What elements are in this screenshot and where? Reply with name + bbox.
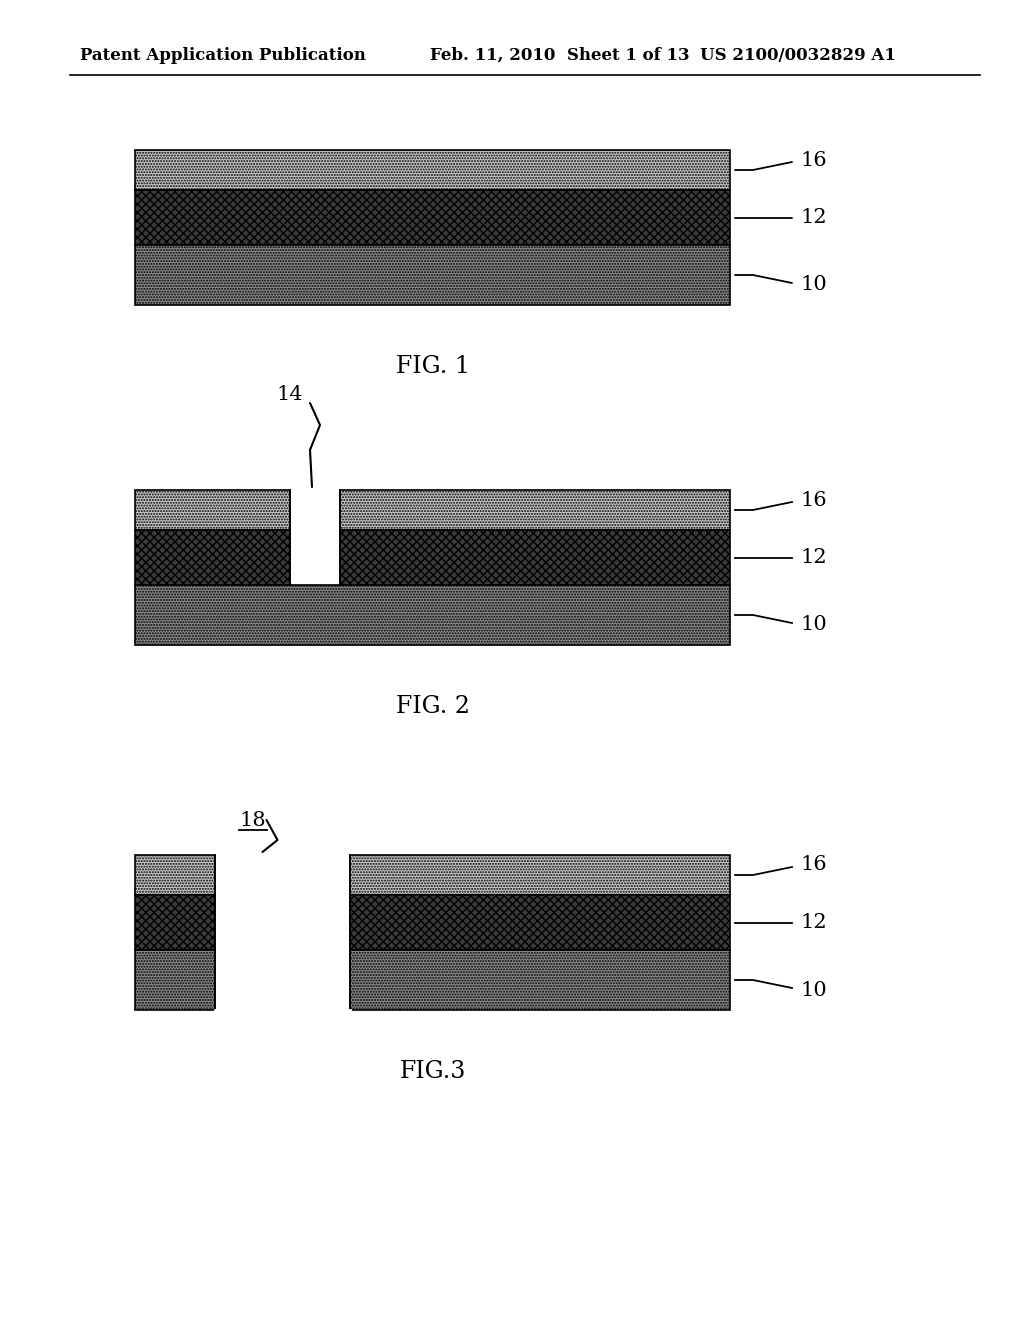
Bar	[340, 531, 730, 585]
Bar	[350, 895, 730, 950]
Bar	[135, 855, 215, 895]
Bar	[135, 895, 215, 950]
Text: FIG. 1: FIG. 1	[395, 355, 469, 378]
Bar	[340, 490, 730, 531]
Text: 12: 12	[800, 913, 826, 932]
Text: 14: 14	[276, 385, 303, 404]
Text: Patent Application Publication: Patent Application Publication	[80, 46, 366, 63]
Bar	[350, 855, 730, 895]
Bar	[135, 950, 215, 1010]
Text: 16: 16	[800, 150, 826, 169]
Text: 10: 10	[800, 615, 826, 635]
Text: 18: 18	[240, 810, 266, 829]
Text: 12: 12	[800, 209, 826, 227]
Text: 10: 10	[800, 276, 826, 294]
Bar	[350, 950, 730, 1010]
Bar	[135, 585, 730, 645]
Bar	[135, 490, 290, 531]
Text: 10: 10	[800, 981, 826, 999]
Bar	[135, 150, 730, 190]
Bar	[135, 531, 290, 585]
Text: FIG. 2: FIG. 2	[395, 696, 469, 718]
Text: 16: 16	[800, 491, 826, 510]
Bar	[135, 246, 730, 305]
Text: 12: 12	[800, 548, 826, 568]
Text: Feb. 11, 2010  Sheet 1 of 13: Feb. 11, 2010 Sheet 1 of 13	[430, 46, 689, 63]
Bar	[135, 190, 730, 246]
Text: US 2100/0032829 A1: US 2100/0032829 A1	[700, 46, 896, 63]
Text: FIG.3: FIG.3	[399, 1060, 466, 1082]
Text: 16: 16	[800, 855, 826, 874]
